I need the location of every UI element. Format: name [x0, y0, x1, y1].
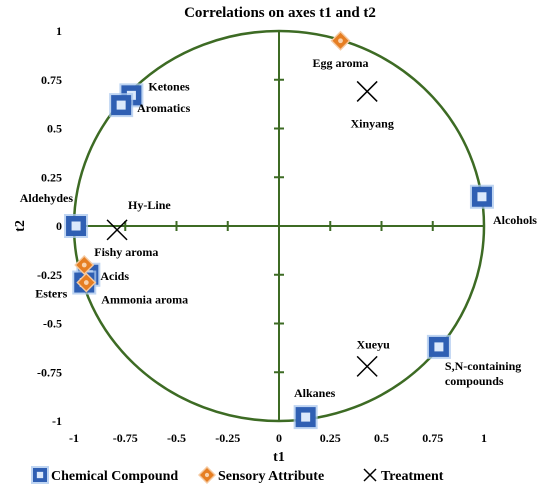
legend-label: Treatment — [381, 469, 444, 484]
legend: Chemical Compound Sensory Attribute Treatm… — [31, 466, 444, 484]
x-tick-label: 0.25 — [320, 431, 341, 445]
label-line: S,N-containing — [445, 359, 521, 373]
xueyu-marker — [356, 355, 378, 377]
marker-highlight — [301, 412, 311, 422]
marker-highlight — [204, 472, 210, 478]
xinyang-label: Xinyang — [350, 116, 393, 130]
ketones-label: Ketones — [148, 79, 190, 93]
legend-item-chemical-compound: Chemical Compound — [31, 466, 178, 484]
tick-labels: -1 -0.75 -0.5 -0.25 0 0.25 0.5 0.75 1 1 0.75 0.5 0.2… — [37, 24, 487, 445]
y-tick-label: -0.5 — [43, 317, 62, 331]
legend-treatment-icon — [363, 468, 377, 482]
marker-highlight — [71, 221, 81, 231]
ammonia-aroma-label: Ammonia aroma — [101, 293, 188, 307]
y-tick-label: 0.5 — [47, 122, 62, 136]
xueyu-label: Xueyu — [356, 337, 390, 351]
alkanes-label: Alkanes — [294, 386, 336, 400]
marker-highlight — [116, 100, 126, 110]
s-n-containing-compounds-marker — [426, 334, 451, 359]
aldehydes-marker — [64, 214, 89, 238]
marker-highlight — [81, 262, 87, 268]
aromatics-marker — [109, 93, 134, 118]
fishy-aroma-marker — [74, 255, 95, 275]
x-tick-label: 0.75 — [422, 431, 443, 445]
label-line: compounds — [445, 374, 504, 388]
y-tick-label: 0.25 — [41, 170, 62, 184]
egg-aroma-marker — [330, 30, 351, 51]
marker-highlight — [434, 342, 444, 352]
marker-stroke — [363, 468, 377, 482]
chart-title: Correlations on axes t1 and t2 — [184, 5, 376, 21]
legend-label: Sensory Attribute — [218, 469, 324, 484]
y-tick-label: 0 — [56, 219, 62, 233]
marker-stroke — [106, 219, 128, 241]
x-axis-label: t1 — [273, 450, 285, 465]
marker-stroke — [356, 355, 378, 377]
legend-sensory-attribute-icon — [198, 466, 216, 484]
esters-label: Esters — [35, 287, 67, 301]
alcohols-label: Alcohols — [493, 213, 537, 227]
marker-highlight — [83, 280, 89, 285]
xinyang-marker — [356, 80, 378, 102]
x-tick-label: 1 — [481, 431, 487, 445]
y-tick-label: 1 — [56, 24, 62, 38]
aldehydes-label: Aldehydes — [20, 191, 74, 205]
point-labels: Ketones Aromatics Aldehydes Alcohols Acids Es… — [20, 56, 538, 400]
marker-highlight — [36, 471, 44, 479]
x-tick-label: 0.5 — [374, 431, 389, 445]
marker-highlight — [477, 192, 487, 202]
data-points — [64, 30, 494, 430]
hy-line-marker — [106, 219, 128, 241]
aromatics-label: Aromatics — [137, 101, 190, 115]
y-tick-label: -1 — [52, 414, 62, 428]
y-tick-label: -0.75 — [37, 365, 62, 379]
alcohols-marker — [469, 184, 494, 209]
y-axis-label: t2 — [13, 220, 28, 232]
acids-label: Acids — [100, 269, 129, 283]
legend-item-sensory-attribute: Sensory Attribute — [198, 466, 324, 484]
fishy-aroma-label: Fishy aroma — [94, 245, 158, 259]
x-tick-label: 0 — [276, 431, 282, 445]
y-tick-label: -0.25 — [37, 268, 62, 282]
s-n-containing-compounds-label: S,N-containing compounds — [445, 359, 521, 388]
alkanes-marker — [293, 405, 318, 430]
x-tick-label: -0.25 — [215, 431, 240, 445]
x-tick-label: -1 — [69, 431, 79, 445]
ammonia-aroma-marker — [76, 272, 97, 293]
legend-chemical-compound-icon — [31, 466, 49, 484]
marker-highlight — [338, 38, 343, 44]
marker-stroke — [356, 80, 378, 102]
x-tick-label: -0.75 — [113, 431, 138, 445]
hy-line-label: Hy-Line — [128, 198, 171, 212]
legend-item-treatment: Treatment — [363, 468, 444, 484]
x-tick-label: -0.5 — [167, 431, 186, 445]
legend-label: Chemical Compound — [51, 469, 178, 484]
y-tick-label: 0.75 — [41, 73, 62, 87]
egg-aroma-label: Egg aroma — [312, 56, 368, 70]
